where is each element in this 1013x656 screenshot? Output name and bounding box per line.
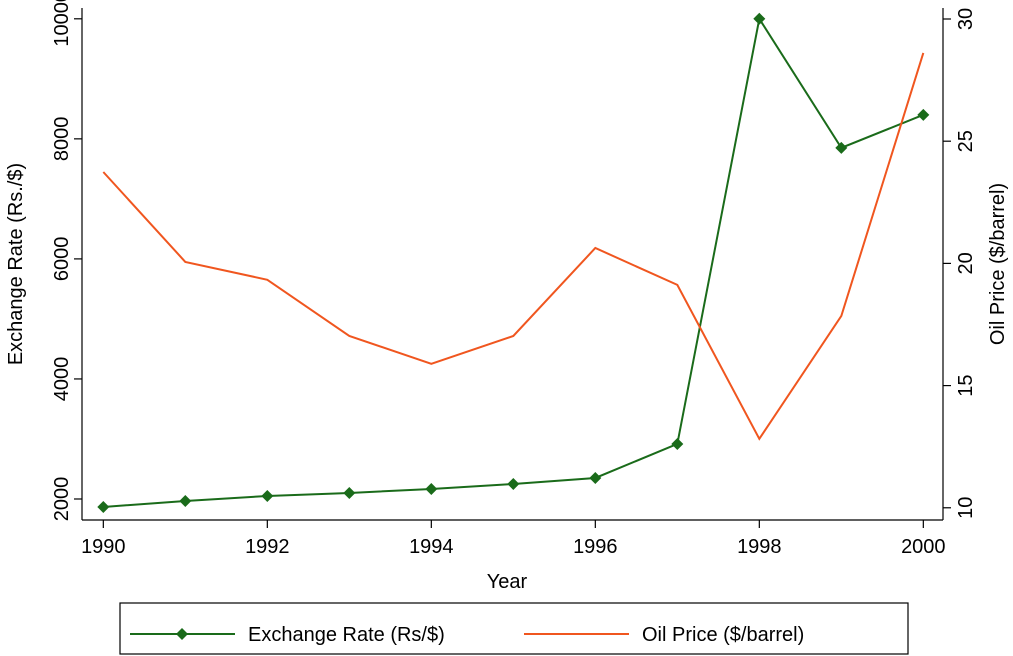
point [507, 477, 520, 490]
y2-tick-label: 20 [955, 252, 977, 274]
x-tick-label: 1998 [737, 536, 782, 558]
y2-axis-title: Oil Price ($/barrel) [987, 183, 1009, 345]
y2-tick-label: 25 [955, 130, 977, 152]
point [671, 437, 684, 450]
point [425, 482, 438, 495]
legend-marker [176, 628, 188, 640]
y2-tick-label: 10 [955, 497, 977, 519]
point [753, 12, 766, 25]
y-axis-title: Exchange Rate (Rs./$) [5, 163, 27, 365]
point [343, 486, 356, 499]
x-tick-label: 2000 [901, 536, 946, 558]
y2-tick-label: 30 [955, 8, 977, 30]
x-tick-label: 1990 [81, 536, 126, 558]
legend-box [119, 602, 909, 655]
point [179, 494, 192, 507]
legend-label: Exchange Rate (Rs/$) [248, 624, 445, 646]
y-tick-label: 6000 [51, 237, 73, 282]
point [589, 471, 602, 484]
y-tick-label: 8000 [51, 117, 73, 162]
y-tick-label: 10000 [51, 0, 73, 47]
series-line [102, 52, 925, 441]
point [261, 489, 274, 502]
x-tick-label: 1992 [245, 536, 290, 558]
x-axis-title: Year [487, 571, 528, 593]
legend-label: Oil Price ($/barrel) [642, 624, 804, 646]
y-tick-label: 2000 [51, 477, 73, 522]
y2-tick-label: 15 [955, 374, 977, 396]
point [835, 141, 848, 154]
x-tick-label: 1996 [573, 536, 618, 558]
x-tick-label: 1994 [409, 536, 454, 558]
point [917, 108, 930, 121]
y-tick-label: 4000 [51, 357, 73, 402]
point [97, 500, 110, 513]
